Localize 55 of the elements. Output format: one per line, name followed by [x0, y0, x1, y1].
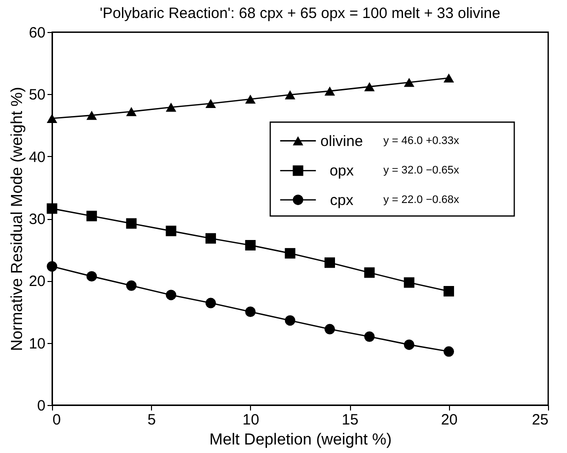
point: [86, 110, 97, 120]
x-tick-label: 5: [148, 412, 156, 428]
point: [126, 218, 137, 229]
point: [205, 298, 216, 308]
x-axis-title: Melt Depletion (weight %): [209, 432, 392, 448]
point: [126, 280, 137, 291]
point: [245, 94, 256, 104]
point: [404, 78, 414, 87]
chart-title: 'Polybaric Reaction': 68 cpx + 65 opx = 100 melt + 33 olivine: [100, 5, 500, 22]
legend-label: olivine: [320, 132, 363, 150]
point: [444, 73, 454, 83]
point: [444, 286, 454, 296]
point: [166, 102, 176, 112]
point: [86, 271, 97, 282]
point: [364, 267, 375, 278]
point: [404, 277, 414, 288]
x-tick-label: 25: [532, 412, 548, 428]
point: [324, 86, 336, 96]
annotation: y = 32.0 −0.65x: [383, 164, 460, 177]
point: [126, 107, 137, 116]
y-axis-title: Normative Residual Mode (weight %): [8, 86, 26, 352]
point: [444, 346, 454, 357]
y-tick-label: 30: [28, 211, 46, 228]
point: [205, 98, 216, 108]
y-tick-label: 20: [28, 273, 46, 290]
point: [166, 226, 176, 236]
point: [404, 339, 414, 350]
x-tick-label: 10: [242, 412, 260, 428]
y-tick-label: 40: [28, 148, 46, 166]
point: [46, 261, 58, 272]
point: [284, 248, 296, 259]
point: [324, 324, 336, 334]
point: [245, 306, 256, 317]
point: [46, 114, 58, 123]
point: [284, 315, 296, 326]
y-tick-label: 60: [28, 24, 46, 42]
y-tick-label: 0: [37, 398, 46, 414]
y-tick-label: 50: [28, 86, 46, 104]
point: [364, 331, 375, 342]
legend-label: cpx: [330, 192, 354, 209]
point: [245, 240, 256, 250]
annotation: y = 46.0 +0.33x: [383, 134, 460, 147]
point: [205, 233, 216, 244]
x-tick-label: 15: [342, 412, 358, 428]
x-tick-label: 20: [440, 412, 458, 428]
annotation: y = 22.0 −0.68x: [383, 194, 460, 206]
point: [46, 203, 58, 214]
legend-label: opx: [330, 162, 354, 180]
point: [86, 210, 97, 222]
point: [324, 257, 336, 268]
x-tick-label: 0: [52, 412, 61, 428]
point: [284, 90, 296, 100]
y-tick-label: 10: [28, 335, 46, 352]
point: [166, 290, 176, 300]
point: [364, 82, 375, 92]
